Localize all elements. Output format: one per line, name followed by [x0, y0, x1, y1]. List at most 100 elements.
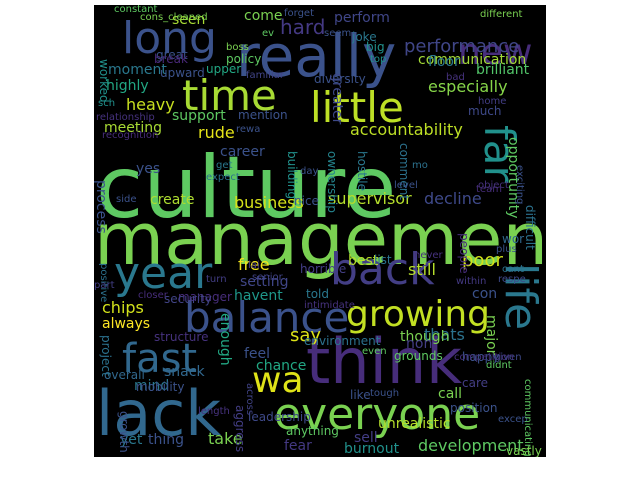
cloud-word: never: [414, 250, 443, 261]
cloud-word: ownership: [325, 151, 339, 213]
cloud-word: home: [478, 96, 507, 107]
cloud-word: long: [122, 13, 217, 64]
cloud-word: development: [418, 436, 524, 455]
cloud-word: recognition: [102, 130, 159, 141]
cloud-word: enough: [217, 313, 233, 366]
cloud-word: intimidate: [304, 300, 355, 311]
cloud-word: mobility: [136, 380, 185, 394]
cloud-word: overall: [104, 368, 145, 382]
cloud-word: culture: [96, 138, 397, 238]
cloud-word: structure: [154, 330, 209, 344]
cloud-word: team: [476, 184, 502, 195]
cloud-word: closer: [138, 290, 168, 301]
cloud-word: moment: [108, 62, 167, 78]
cloud-word: boss: [226, 42, 249, 53]
cloud-word: thing: [148, 432, 185, 448]
cloud-word: turn: [206, 274, 227, 285]
cloud-word: mo: [412, 160, 428, 171]
cloud-word: create: [150, 192, 195, 208]
cloud-word: con: [472, 286, 498, 302]
cloud-word: happy: [462, 350, 500, 364]
cloud-word: chance: [256, 358, 307, 374]
cloud-word: cons_cleaned: [140, 12, 208, 23]
cloud-word: wor: [502, 232, 525, 246]
cloud-word: wa: [252, 360, 304, 401]
cloud-word: security: [164, 292, 212, 306]
cloud-word: year: [114, 248, 213, 299]
cloud-word: process: [94, 180, 109, 234]
cloud-word: performance: [404, 36, 520, 57]
cloud-word: list: [374, 253, 392, 267]
cloud-word: upper: [206, 62, 242, 76]
cloud-word: really: [236, 22, 397, 90]
cloud-word: highly: [106, 78, 149, 94]
cloud-word: take: [208, 429, 243, 448]
cloud-word: get: [216, 160, 233, 171]
cloud-word: big: [366, 40, 385, 54]
cloud-word: come: [244, 8, 283, 24]
cloud-word: ev: [262, 28, 275, 39]
cloud-word: length: [198, 406, 230, 417]
cloud-word: object: [478, 180, 509, 191]
cloud-word: didnt: [486, 360, 512, 371]
cloud-word: non: [406, 336, 433, 352]
cloud-word: meeting: [104, 120, 163, 136]
cloud-word: people: [457, 233, 471, 274]
cloud-word: communication: [418, 52, 527, 68]
cloud-word: call: [438, 386, 463, 402]
cloud-word: leadership: [248, 410, 311, 424]
cloud-word: mention: [238, 108, 288, 122]
cloud-word: thats: [424, 325, 465, 344]
cloud-word: support: [172, 108, 226, 124]
cloud-word: familiar: [246, 70, 284, 81]
cloud-word: fear: [284, 438, 312, 454]
cloud-word: environment: [304, 334, 381, 348]
cloud-word: respe: [498, 274, 526, 285]
cloud-word: heavy: [126, 95, 175, 114]
cloud-word: bad: [446, 72, 465, 83]
cloud-word: mind: [134, 378, 170, 394]
cloud-word: given: [494, 352, 522, 363]
cloud-word: little: [310, 83, 404, 132]
cloud-word: unrealistic: [378, 416, 451, 432]
cloud-word: day: [300, 166, 319, 177]
cloud-word: building: [285, 151, 299, 200]
cloud-word: comment: [397, 143, 411, 201]
cloud-word: upward: [160, 66, 205, 80]
cloud-word: different: [480, 9, 523, 20]
cloud-word: level: [394, 180, 418, 191]
cloud-word: excep: [498, 414, 528, 425]
cloud-word: grounds: [394, 349, 443, 363]
cloud-word: constant: [114, 5, 158, 15]
cloud-word: across: [244, 383, 255, 416]
cloud-word: break: [154, 52, 188, 66]
cloud-word: back: [330, 244, 435, 295]
cloud-word: position: [450, 401, 498, 415]
cloud-word: decline: [424, 189, 482, 208]
cloud-word: much: [468, 104, 502, 118]
cloud-word: brilliant: [476, 62, 530, 78]
cloud-word: balance: [184, 293, 350, 342]
cloud-word: yet: [120, 432, 143, 448]
cloud-word: snack: [164, 364, 205, 380]
cloud-word: sell: [354, 430, 378, 446]
cloud-word: anything: [286, 424, 339, 438]
cloud-word: hostile: [355, 151, 369, 191]
cloud-word: career: [220, 144, 265, 160]
cloud-word: expect: [206, 172, 240, 183]
cloud-word: still: [408, 260, 436, 279]
cloud-word: growth: [117, 411, 131, 453]
cloud-word: forget: [284, 8, 314, 19]
cloud-word: horrible: [300, 262, 347, 276]
cloud-word: think: [306, 325, 463, 398]
cloud-word: side: [116, 194, 137, 205]
cloud-word: though: [400, 329, 450, 345]
cloud-word: management: [94, 197, 546, 281]
cloud-word: worked: [97, 59, 111, 103]
cloud-word: business: [234, 193, 304, 212]
cloud-word: difficult: [523, 205, 537, 250]
cloud-word: project: [99, 335, 113, 377]
cloud-word: lack: [96, 377, 222, 450]
cloud-word: vastly: [506, 444, 542, 457]
cloud-word: senior: [252, 272, 283, 283]
